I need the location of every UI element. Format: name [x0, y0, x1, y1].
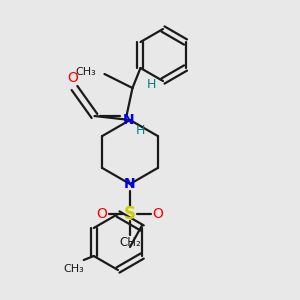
Text: H: H — [146, 77, 156, 91]
Text: O: O — [153, 207, 164, 221]
Text: H: H — [136, 124, 145, 136]
Text: CH₃: CH₃ — [63, 264, 84, 274]
Text: CH₃: CH₃ — [76, 67, 97, 77]
Text: S: S — [124, 205, 136, 223]
Text: O: O — [67, 71, 78, 85]
Text: CH₂: CH₂ — [119, 236, 141, 248]
Text: N: N — [123, 113, 134, 127]
Text: N: N — [124, 177, 136, 191]
Text: O: O — [97, 207, 107, 221]
